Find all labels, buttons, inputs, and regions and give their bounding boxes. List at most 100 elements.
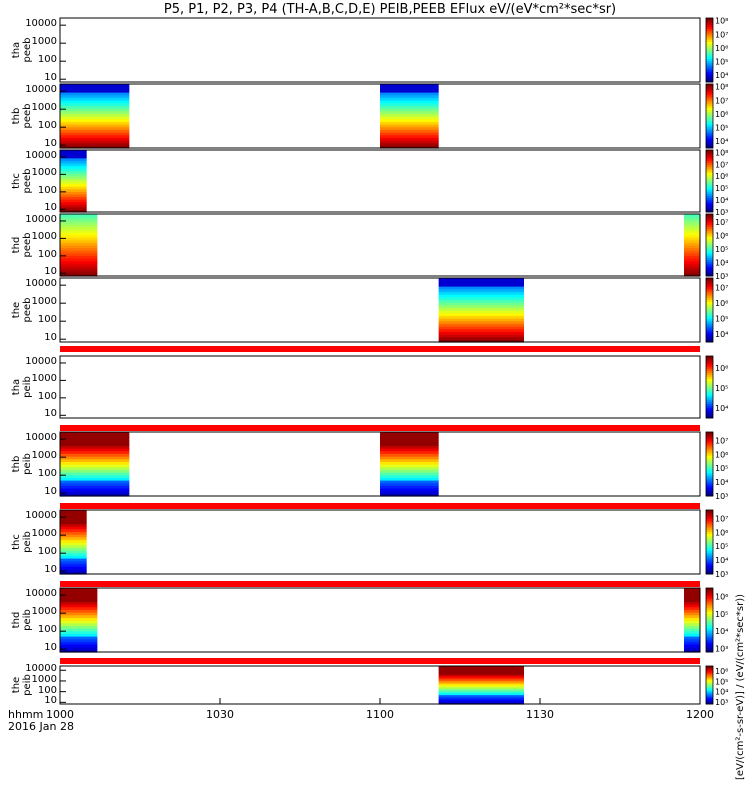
colorbar-cell xyxy=(706,249,713,252)
spectrogram-cell xyxy=(60,612,98,616)
colorbar-tick-label: 10⁶ xyxy=(715,172,728,181)
spectrogram-cell xyxy=(380,134,439,138)
y-tick-label: 10 xyxy=(44,564,57,576)
spectrogram-cell xyxy=(60,105,130,109)
spectrogram-cell xyxy=(60,273,98,277)
colorbar-cell xyxy=(706,92,713,96)
colorbar-cell xyxy=(706,318,713,322)
spectrogram-cell xyxy=(60,625,98,629)
colorbar-cell xyxy=(706,559,713,562)
spectrogram-cell xyxy=(60,142,130,146)
colorbar-tick-label: 10⁴ xyxy=(715,137,728,146)
panel-label-top: thd xyxy=(11,611,22,629)
y-tick-label: 1000 xyxy=(31,373,57,385)
colorbar-cell xyxy=(706,611,713,615)
colorbar-cell xyxy=(706,609,713,612)
y-tick-label: 10000 xyxy=(25,432,57,444)
colorbar-cell xyxy=(706,189,713,192)
y-tick-label: 10000 xyxy=(25,149,57,161)
colorbar-cell xyxy=(706,158,713,161)
spectrogram-cell xyxy=(438,278,524,282)
spectrogram-cell xyxy=(60,110,130,114)
colorbar-tick-label: 10⁶ xyxy=(715,667,728,676)
spectrogram-cell xyxy=(438,677,524,680)
colorbar-cell xyxy=(706,109,713,113)
colorbar-cell xyxy=(706,133,713,136)
colorbar-cell xyxy=(706,637,713,640)
spectrogram-cell xyxy=(60,247,98,251)
colorbar-cell xyxy=(706,671,713,673)
spectrogram-cell xyxy=(60,270,98,275)
colorbar-frame xyxy=(705,431,714,497)
colorbar-cell xyxy=(706,71,713,74)
colorbar-cell xyxy=(706,22,713,25)
colorbar-cell xyxy=(706,535,713,539)
colorbar-cell xyxy=(706,382,713,386)
colorbar-cell xyxy=(706,442,713,446)
spectrogram-cell xyxy=(684,630,700,634)
colorbar-cell xyxy=(706,230,713,234)
colorbar-cell xyxy=(706,220,713,223)
spectrogram-cell xyxy=(60,539,87,543)
panel-label-tha-peeb: tha peeb xyxy=(11,30,33,70)
colorbar-cell xyxy=(706,370,713,374)
spectrogram-cell xyxy=(60,155,87,159)
colorbar-tick-label: 10⁴ xyxy=(715,688,728,697)
y-tick-label: 10 xyxy=(44,408,57,420)
colorbar-cell xyxy=(706,209,713,213)
panel-label-thc-peib: thc peib xyxy=(11,522,33,562)
colorbar-tick-label: 10⁵ xyxy=(715,610,728,619)
colorbar-cell xyxy=(706,64,713,68)
spectrogram-cell xyxy=(684,252,700,256)
spectrogram-cell xyxy=(438,699,524,702)
spectrogram-cell xyxy=(60,118,130,122)
spectrogram-cell xyxy=(380,92,439,96)
colorbar-cell xyxy=(706,561,713,564)
colorbar-cell xyxy=(706,478,713,482)
colorbar-cell xyxy=(706,94,713,98)
spectrogram-cell xyxy=(60,204,87,208)
spectrogram-cell xyxy=(60,193,87,198)
spectrogram-cell xyxy=(380,102,439,106)
spectrogram-cell xyxy=(60,448,130,452)
spectrogram-cell xyxy=(60,150,87,154)
spectrogram-cell xyxy=(60,89,130,93)
colorbar-cell xyxy=(706,32,713,36)
y-tick-label: 100 xyxy=(37,54,57,66)
colorbar-cell xyxy=(706,600,713,604)
colorbar-cell xyxy=(706,79,713,83)
spectrogram-cell xyxy=(684,633,700,637)
colorbar-cell xyxy=(706,626,713,630)
spectrogram-cell xyxy=(60,590,98,594)
spectrogram-cell xyxy=(60,108,130,112)
colorbar-cell xyxy=(706,677,713,680)
spectrogram-cell xyxy=(60,606,98,610)
spectrogram-cell xyxy=(60,515,87,519)
spectrogram-cell xyxy=(60,601,98,605)
spectrogram-cell xyxy=(684,638,700,642)
spectrogram-cell xyxy=(380,458,439,462)
spectrogram-cell xyxy=(60,568,87,572)
colorbar-cell xyxy=(706,524,713,528)
colorbar-cell xyxy=(706,303,713,307)
colorbar-cell xyxy=(706,546,713,549)
colorbar-cell xyxy=(706,678,713,681)
colorbar-tick-label: 10⁴ xyxy=(715,330,728,339)
colorbar-cell xyxy=(706,693,713,696)
spectrogram-cell xyxy=(684,609,700,613)
spectrogram-cell xyxy=(380,482,439,486)
colorbar-cell xyxy=(706,280,713,283)
spectrogram-cell xyxy=(684,273,700,277)
spectrogram-cell xyxy=(60,552,87,556)
colorbar-cell xyxy=(706,567,713,571)
colorbar-cell xyxy=(706,510,713,513)
red-separator-band xyxy=(60,581,700,587)
colorbar-cell xyxy=(706,265,713,269)
colorbar-cell xyxy=(706,691,713,694)
y-tick-label: 1000 xyxy=(31,102,57,114)
colorbar-cell xyxy=(706,432,713,435)
colorbar-cell xyxy=(706,554,713,558)
colorbar-cell xyxy=(706,446,713,450)
spectrogram-cell xyxy=(438,669,524,672)
colorbar-cell xyxy=(706,320,713,324)
